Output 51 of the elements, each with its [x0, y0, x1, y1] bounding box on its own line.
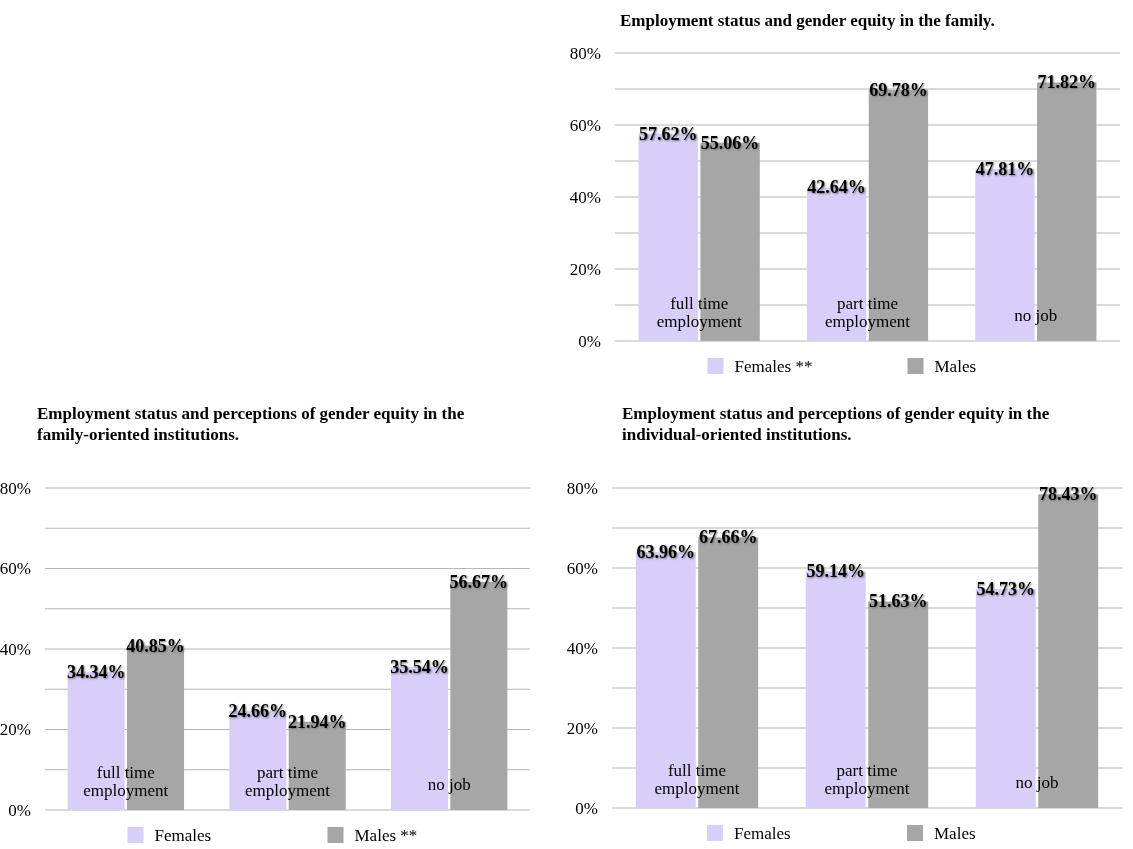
x-tick-label: part time employment — [245, 763, 331, 800]
data-label: 34.34% — [66, 661, 126, 682]
data-label: 63.96% — [636, 542, 696, 563]
y-tick-label: 60% — [569, 115, 601, 135]
data-label: 42.64% — [807, 177, 866, 198]
data-label: 21.94% — [287, 711, 347, 732]
y-tick-label: 20% — [569, 259, 601, 279]
y-tick-label: 60% — [566, 558, 598, 578]
data-label: 51.63% — [868, 591, 928, 612]
x-tick-label: full time employment — [656, 294, 742, 331]
y-tick-label: 0% — [8, 800, 31, 820]
y-tick-label: 40% — [569, 187, 601, 207]
x-tick-label: full time employment — [654, 761, 740, 798]
y-tick-label: 60% — [0, 559, 31, 579]
x-tick-label: no job — [1014, 306, 1058, 325]
data-label: 47.81% — [975, 158, 1035, 179]
y-tick-label: 0% — [575, 798, 598, 818]
data-label: 69.78% — [869, 79, 928, 100]
data-label: 35.54% — [390, 656, 449, 677]
chart-title: Employment status and gender equity in the family. — [620, 10, 996, 31]
legend-label: Females — [154, 826, 212, 845]
y-tick-label: 0% — [578, 331, 601, 351]
legend-label: Females ** — [734, 357, 813, 376]
x-tick-label: part time employment — [824, 761, 910, 798]
legend-label: Males — [934, 824, 976, 843]
x-tick-label: full time employment — [83, 763, 169, 800]
chart-title: Employment status and perceptions of gender equity in the family-oriented institutions. — [37, 403, 466, 445]
chart-title: Employment status and perceptions of gender equity in the individual-oriented institutions. — [622, 403, 1051, 445]
y-tick-label: 40% — [566, 638, 598, 658]
data-label: 67.66% — [698, 527, 758, 548]
data-label: 59.14% — [806, 561, 866, 582]
legend-label: Males — [934, 357, 977, 376]
y-tick-label: 40% — [0, 639, 31, 659]
legend-label: Males ** — [354, 826, 418, 845]
y-tick-label: 80% — [0, 478, 31, 498]
data-label: 78.43% — [1038, 484, 1098, 505]
y-tick-label: 80% — [566, 478, 598, 498]
data-label: 54.73% — [976, 579, 1036, 600]
x-tick-label: no job — [1015, 773, 1059, 792]
data-label: 71.82% — [1037, 72, 1096, 93]
legend-label: Females — [734, 824, 791, 843]
x-tick-label: no job — [427, 775, 471, 794]
y-tick-label: 20% — [0, 720, 31, 740]
y-tick-label: 20% — [566, 718, 598, 738]
data-label: 24.66% — [228, 700, 288, 721]
x-tick-label: part time employment — [825, 294, 911, 331]
data-label: 56.67% — [449, 571, 509, 592]
data-label: 40.85% — [126, 635, 185, 656]
y-tick-label: 80% — [569, 43, 601, 63]
data-label: 55.06% — [700, 132, 760, 153]
data-label: 57.62% — [639, 123, 698, 144]
